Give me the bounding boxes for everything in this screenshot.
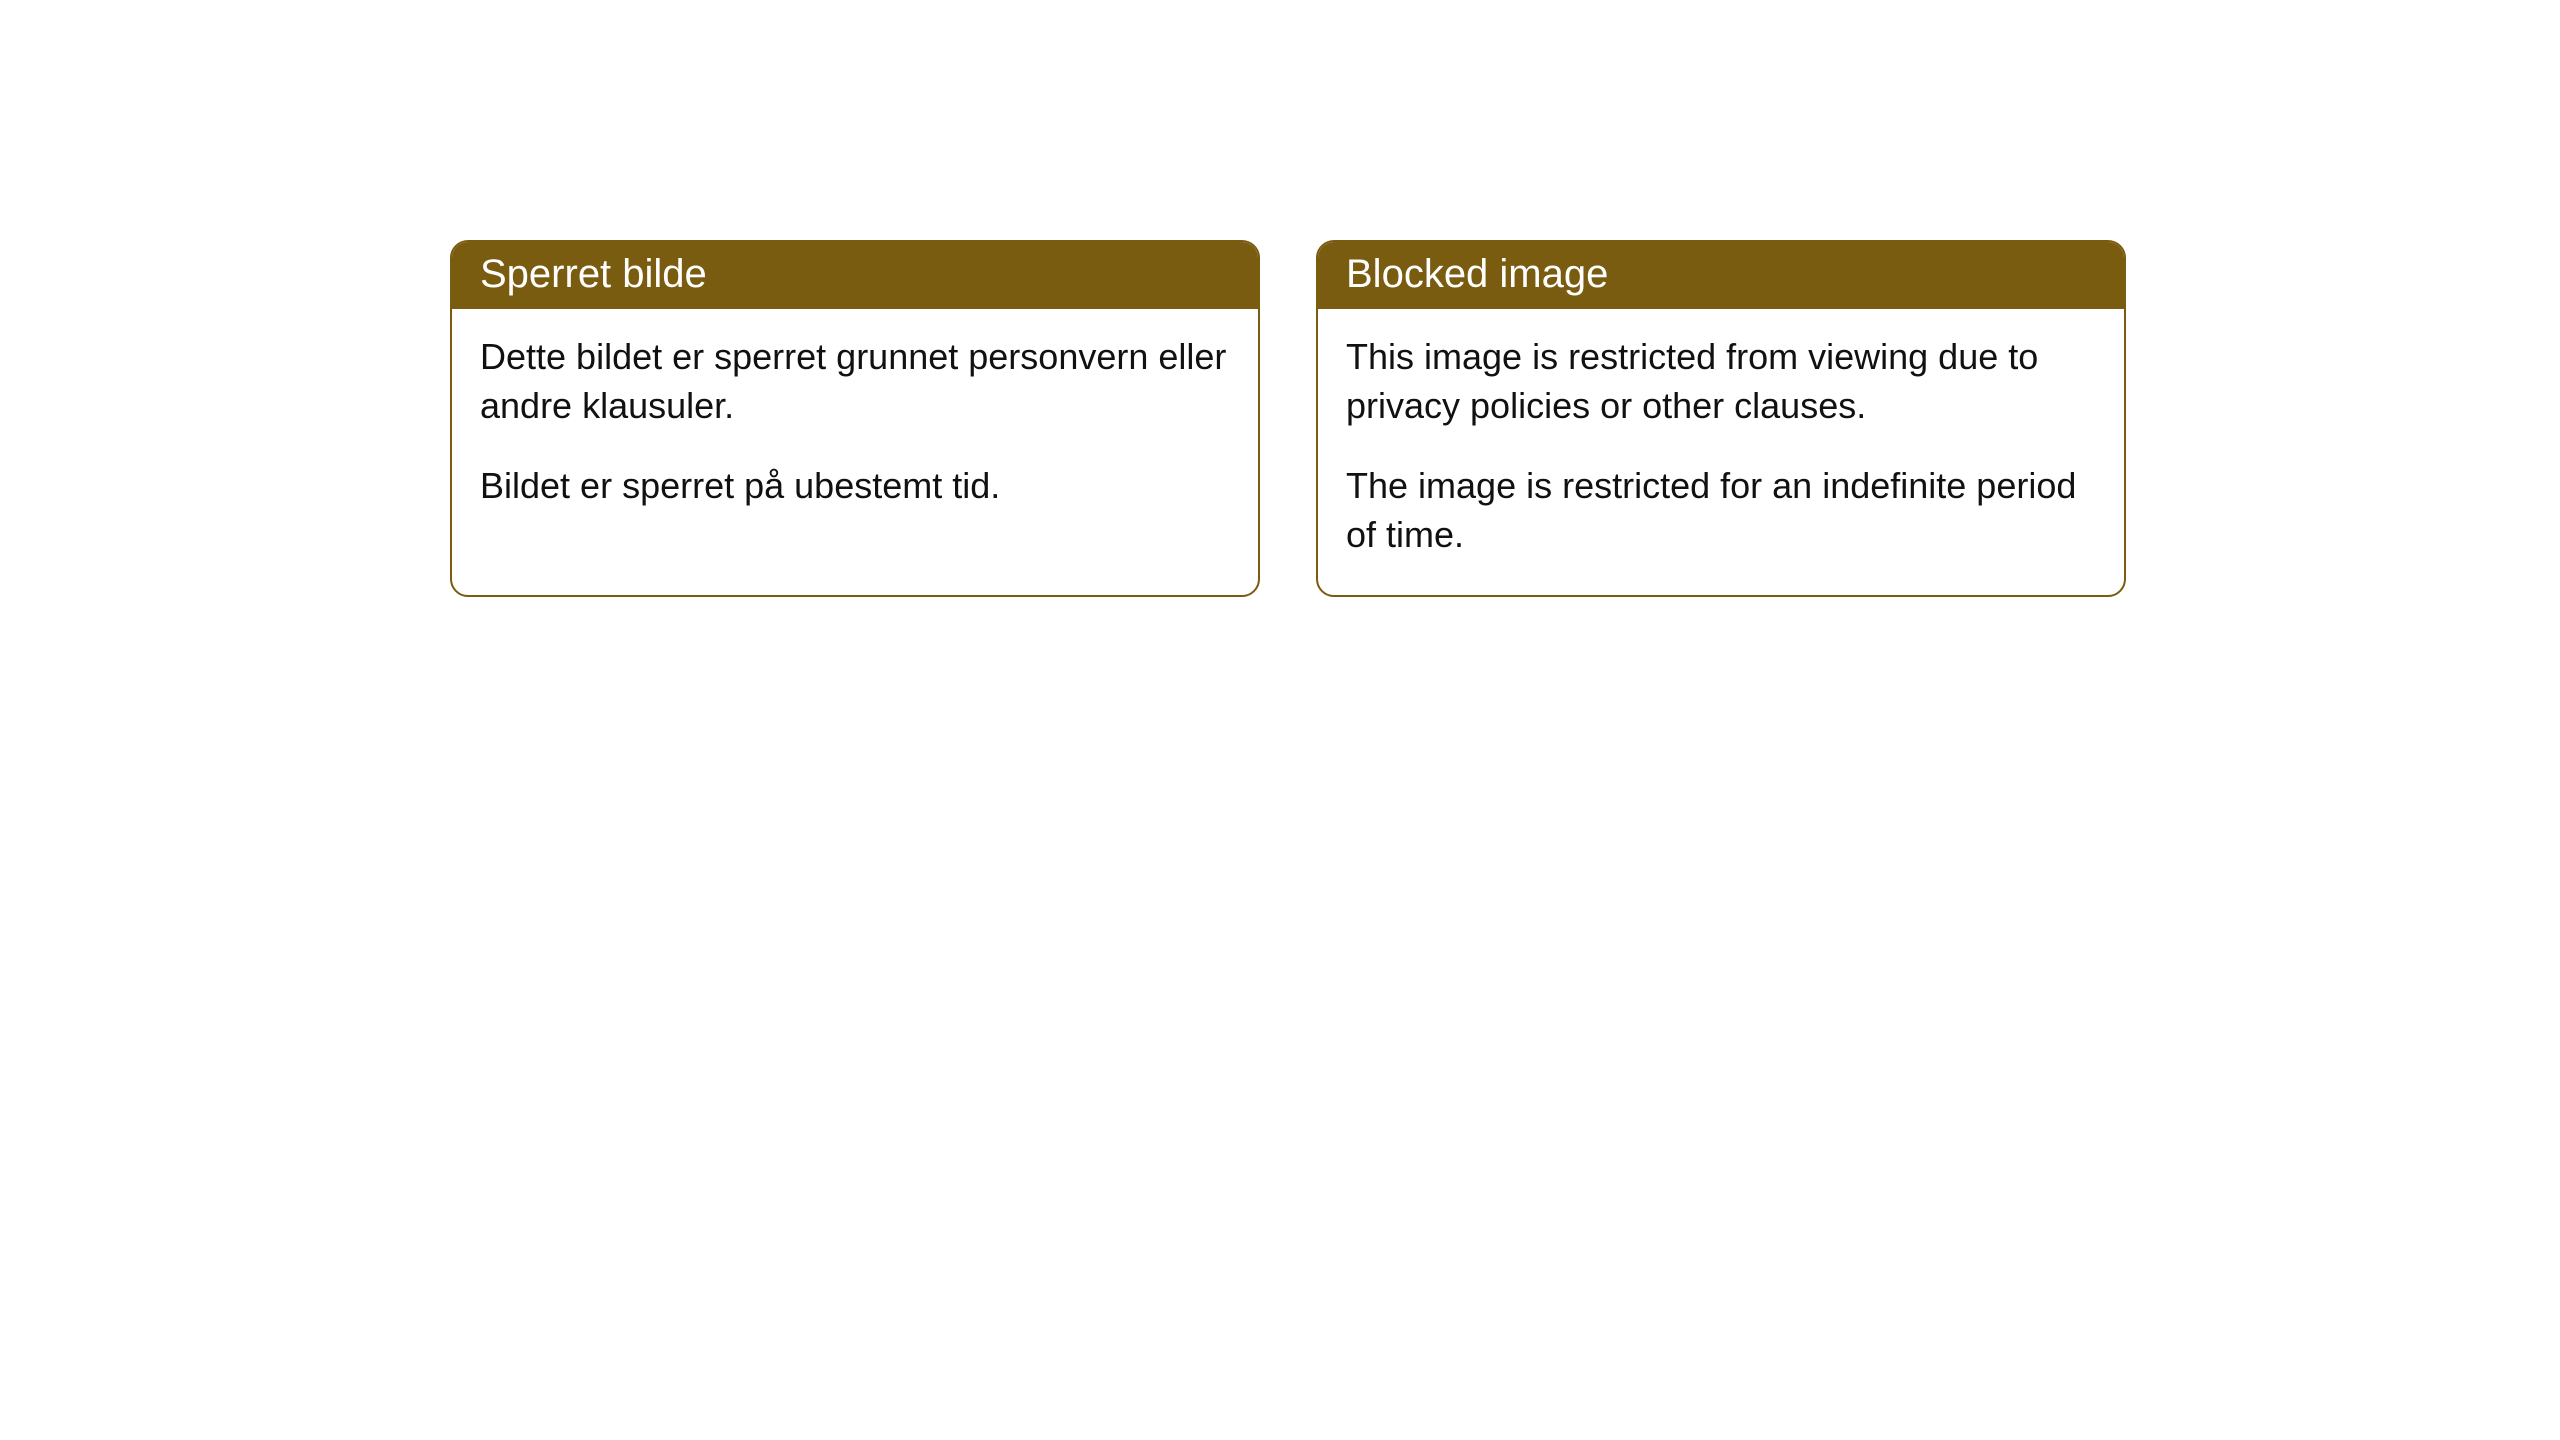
card-header: Blocked image: [1318, 242, 2124, 309]
card-title: Blocked image: [1346, 252, 1608, 296]
card-title: Sperret bilde: [480, 252, 707, 296]
notice-card-norwegian: Sperret bilde Dette bildet er sperret gr…: [450, 240, 1260, 597]
card-body: This image is restricted from viewing du…: [1318, 309, 2124, 595]
notice-card-english: Blocked image This image is restricted f…: [1316, 240, 2126, 597]
card-header: Sperret bilde: [452, 242, 1258, 309]
card-paragraph: Bildet er sperret på ubestemt tid.: [480, 462, 1230, 511]
card-body: Dette bildet er sperret grunnet personve…: [452, 309, 1258, 547]
card-paragraph: This image is restricted from viewing du…: [1346, 333, 2096, 430]
card-paragraph: The image is restricted for an indefinit…: [1346, 462, 2096, 559]
notice-cards-container: Sperret bilde Dette bildet er sperret gr…: [450, 240, 2126, 597]
card-paragraph: Dette bildet er sperret grunnet personve…: [480, 333, 1230, 430]
